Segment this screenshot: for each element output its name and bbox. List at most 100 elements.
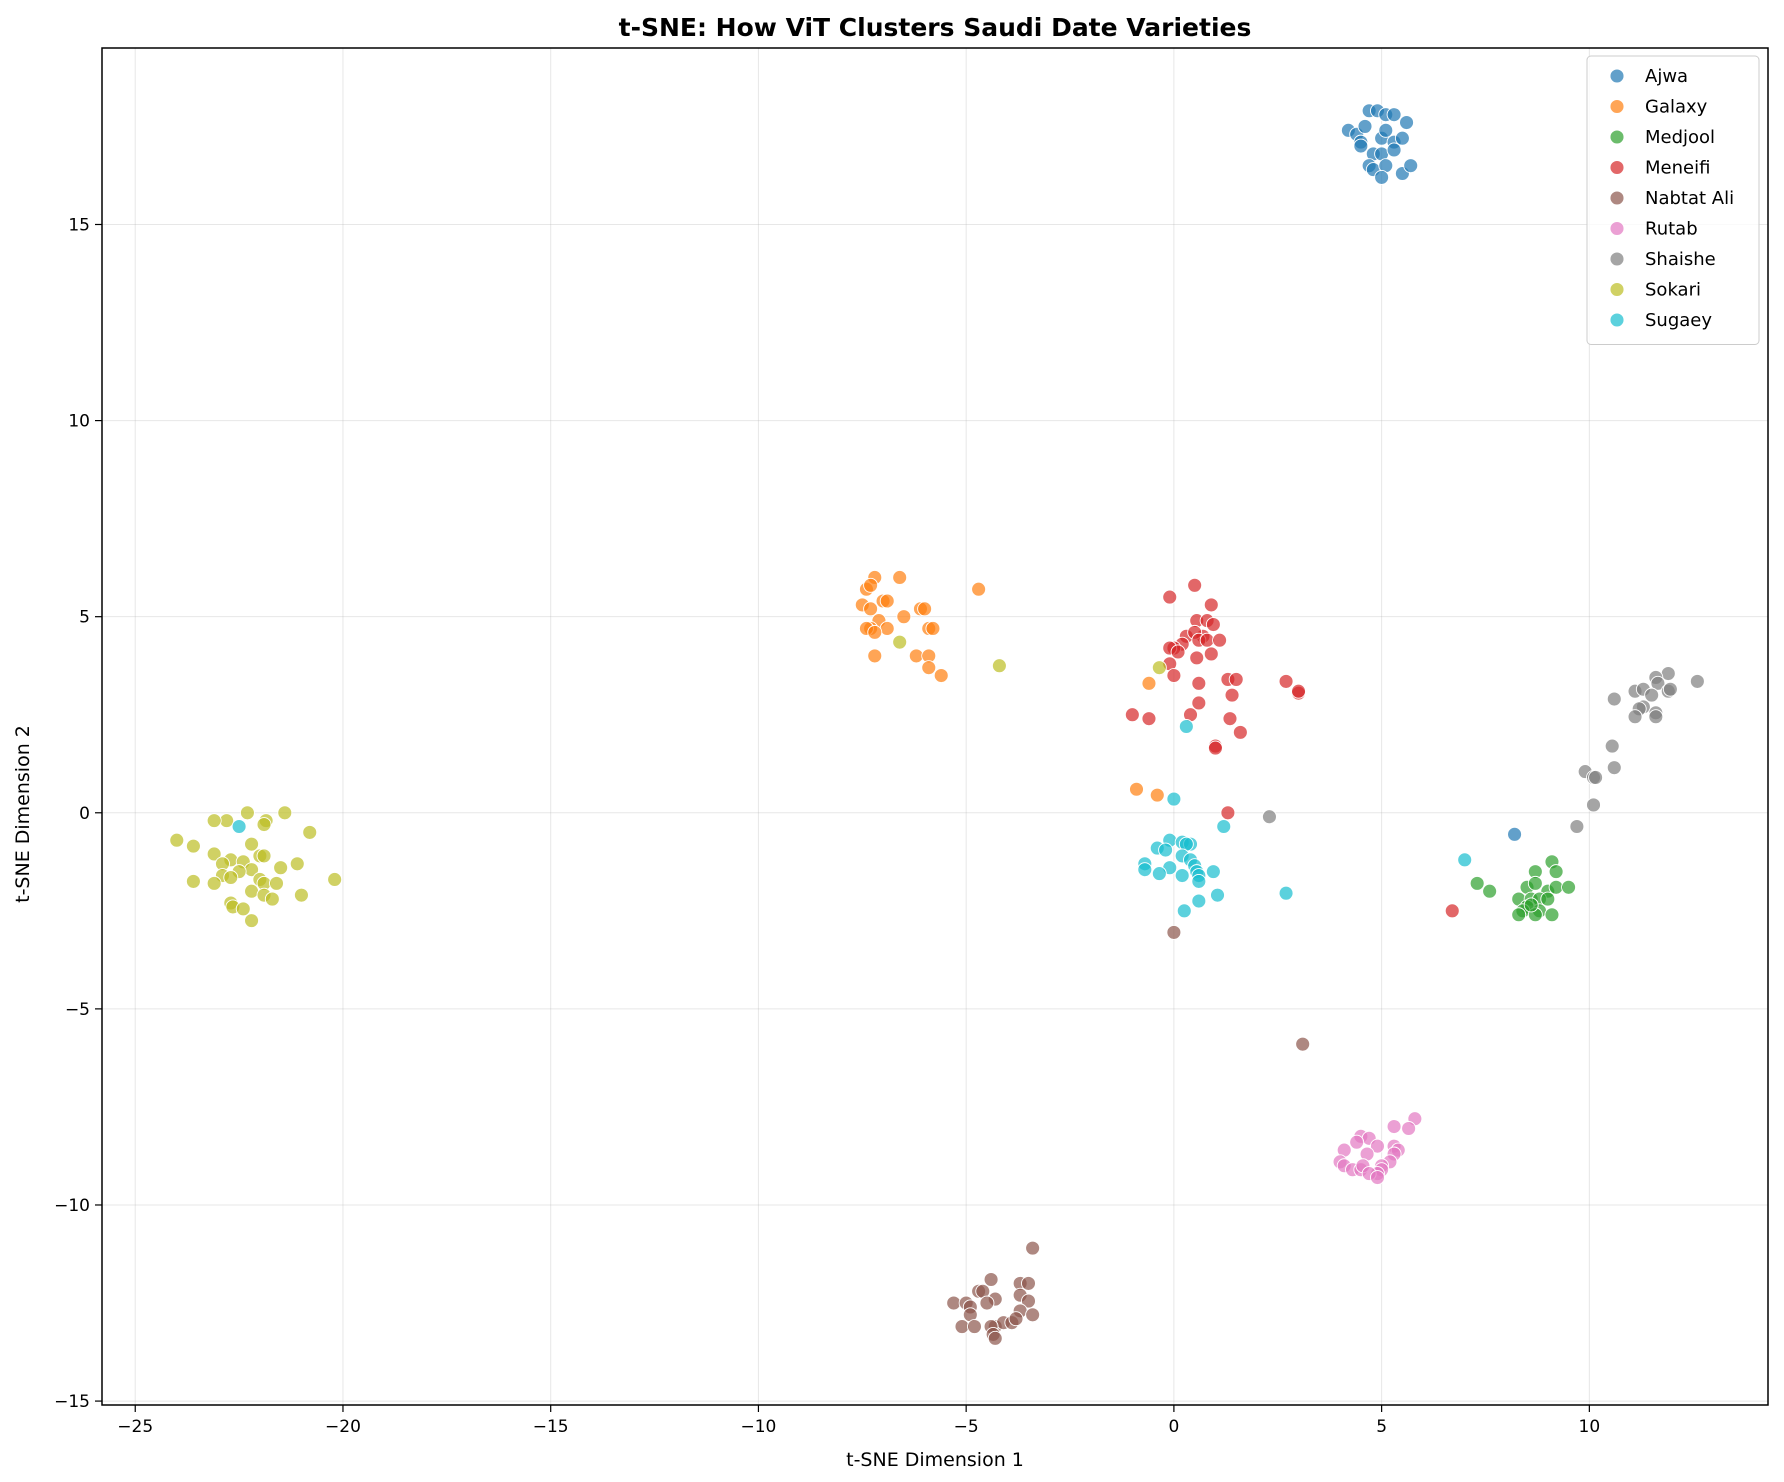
point-sokari [289, 856, 305, 872]
point-shaishe [1627, 709, 1643, 725]
point-galaxy [1129, 781, 1144, 797]
point-sugaey [1151, 866, 1167, 882]
point-ajwa [1386, 107, 1402, 123]
point-galaxy [863, 601, 879, 617]
point-meneifi [1232, 724, 1248, 740]
legend-label-sugaey: Sugaey [1645, 310, 1712, 331]
point-sokari [235, 901, 251, 917]
point-sugaey [1210, 887, 1225, 903]
x-tick-label: −25 [117, 1417, 153, 1437]
y-tick-label: −5 [65, 1000, 90, 1020]
point-ajwa [1403, 158, 1419, 174]
point-ajwa [1357, 118, 1373, 134]
point-medjool [1482, 883, 1498, 899]
x-tick-label: −15 [533, 1417, 569, 1437]
point-nabtat-ali [1166, 924, 1182, 940]
point-sokari [219, 813, 235, 829]
point-galaxy [925, 621, 941, 636]
point-nabtat-ali [1295, 1036, 1311, 1052]
y-tick-label: −10 [54, 1196, 90, 1216]
point-galaxy [1149, 787, 1165, 803]
point-nabtat-ali [954, 1319, 970, 1335]
point-rutab [1370, 1170, 1385, 1185]
point-meneifi [1141, 711, 1157, 727]
point-meneifi [1291, 683, 1306, 699]
point-ajwa [1386, 142, 1402, 158]
point-ajwa [1507, 826, 1523, 842]
legend: Ajwa Galaxy Medjool Meneifi Nabtat Ali Rutab S… [1586, 55, 1760, 345]
point-sokari [991, 658, 1007, 674]
point-nabtat-ali [946, 1295, 962, 1311]
x-tick-label: 0 [1168, 1417, 1179, 1437]
point-rutab [1401, 1121, 1417, 1136]
point-sokari [223, 870, 239, 885]
point-ajwa [1394, 130, 1410, 146]
point-sokari [256, 817, 272, 832]
point-shaishe [1588, 770, 1604, 785]
x-tick-label: −10 [740, 1417, 776, 1437]
point-shaishe [1586, 797, 1601, 813]
point-galaxy [863, 577, 879, 593]
point-sokari [239, 805, 255, 821]
point-galaxy [879, 621, 895, 636]
point-nabtat-ali [987, 1330, 1003, 1346]
point-sokari [206, 846, 222, 862]
point-sokari [256, 848, 272, 864]
legend-marker-nabtat-ali [1609, 190, 1625, 206]
point-sugaey [1166, 791, 1182, 807]
y-tick-label: 5 [79, 608, 90, 628]
point-galaxy [933, 668, 949, 683]
point-medjool [1548, 879, 1564, 895]
point-sugaey [231, 819, 247, 834]
legend-label-medjool: Medjool [1645, 127, 1715, 148]
point-ajwa [1374, 169, 1390, 185]
legend-label-meneifi: Meneifi [1645, 158, 1710, 179]
plot-area-frame [101, 47, 1769, 1406]
y-tick-label: 15 [68, 215, 90, 235]
point-galaxy [879, 593, 895, 609]
y-tick-label: −15 [54, 1392, 90, 1412]
point-shaishe [1648, 709, 1664, 725]
point-medjool [1540, 891, 1556, 907]
point-meneifi [1224, 687, 1240, 703]
point-sugaey [1174, 868, 1190, 883]
point-sokari [264, 891, 280, 907]
point-nabtat-ali [1021, 1293, 1036, 1309]
point-meneifi [1124, 707, 1140, 723]
point-meneifi [1203, 597, 1219, 613]
point-sugaey [1205, 864, 1221, 880]
point-shaishe [1261, 809, 1277, 825]
legend-marker-rutab [1609, 221, 1625, 236]
point-meneifi [1187, 577, 1203, 593]
point-nabtat-ali [979, 1295, 995, 1311]
axis-ticks: −25 −20 −15 −10 −5 0 5 10 −15 −10 −5 0 5 10 15 [54, 215, 1600, 1437]
legend-label-sokari: Sokari [1645, 280, 1701, 301]
legend-marker-sugaey [1609, 312, 1625, 328]
point-shaishe [1606, 691, 1622, 707]
point-galaxy [867, 648, 883, 664]
legend-marker-meneifi [1609, 160, 1625, 175]
point-meneifi [1444, 903, 1460, 919]
point-medjool [1527, 875, 1543, 891]
data-points [169, 103, 1705, 1346]
point-medjool [1511, 907, 1527, 923]
point-shaishe [1604, 738, 1620, 754]
point-meneifi [1166, 668, 1182, 683]
legend-label-rutab: Rutab [1645, 219, 1698, 240]
point-shaishe [1569, 819, 1585, 834]
point-sokari [244, 836, 260, 852]
point-sokari [185, 838, 201, 854]
legend-marker-sokari [1609, 282, 1625, 297]
point-shaishe [1644, 687, 1660, 703]
point-meneifi [1162, 589, 1178, 605]
point-rutab [1370, 1138, 1385, 1154]
point-meneifi [1207, 740, 1223, 756]
point-nabtat-ali [1021, 1275, 1036, 1291]
point-sugaey [1176, 903, 1192, 919]
point-sugaey [1278, 885, 1294, 901]
point-galaxy [921, 660, 937, 676]
point-galaxy [896, 609, 912, 625]
legend-marker-shaishe [1609, 251, 1625, 267]
y-tick-label: 0 [79, 804, 90, 824]
point-galaxy [971, 581, 987, 597]
